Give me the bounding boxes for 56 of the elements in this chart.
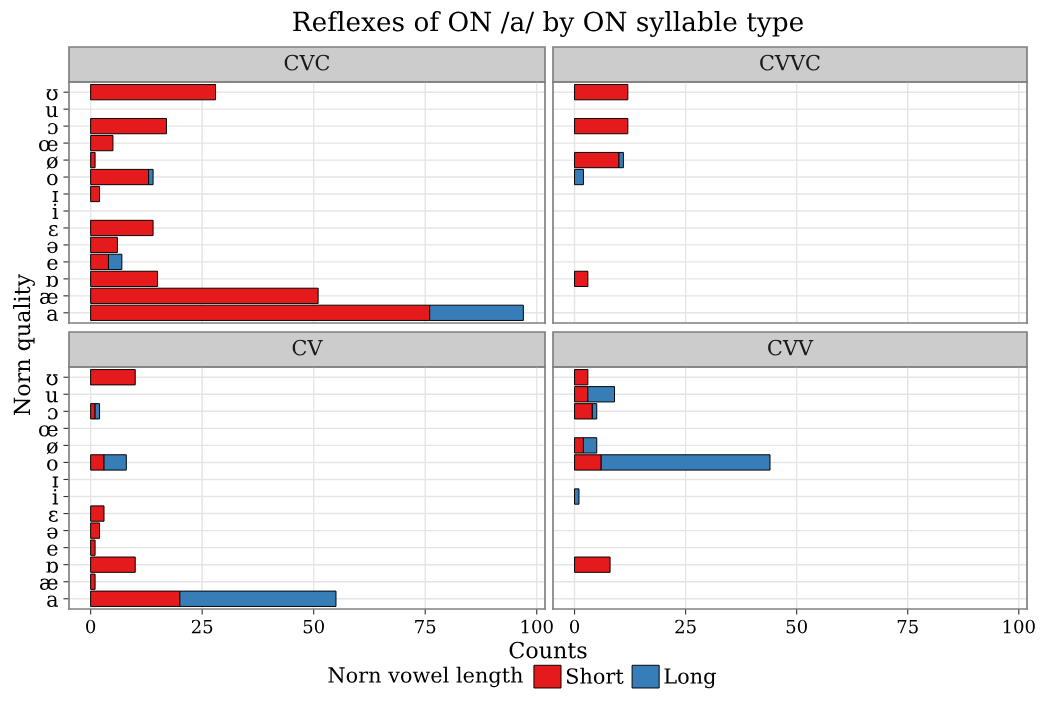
y-tick-label: ø — [46, 441, 58, 455]
legend-label: Long — [664, 668, 716, 689]
y-tick-label: e — [47, 258, 58, 271]
y-tick-label: a — [47, 309, 58, 322]
bar — [574, 84, 629, 101]
bar — [90, 369, 136, 386]
y-tick-label: o — [47, 173, 58, 186]
x-tick-label: 25 — [191, 619, 213, 634]
x-tick-label: 50 — [303, 619, 324, 634]
y-tick-label: ɛ — [48, 224, 58, 237]
chart-title: CV — [292, 339, 323, 356]
legend-label: Short — [566, 667, 624, 684]
chart-title: CVVC — [760, 54, 820, 71]
x-axis-title: Counts — [509, 641, 587, 659]
y-tick-label: ɔ — [47, 122, 58, 135]
bar — [90, 84, 217, 101]
y-tick-label: ɔ — [47, 408, 58, 420]
y-tick-label: ʊ — [46, 89, 58, 101]
text: Reflexes of ON /a/ by ON syllable type — [293, 11, 803, 37]
y-tick-label: œ — [39, 139, 58, 152]
bar — [574, 556, 611, 573]
x-tick-label: 75 — [897, 619, 918, 634]
y-tick-label: u — [45, 391, 58, 403]
y-tick-label: ɪ — [52, 476, 59, 488]
bar — [574, 270, 589, 287]
y-tick-label: ə — [47, 241, 58, 254]
y-tick-label: ə — [47, 527, 58, 539]
x-tick-label: 50 — [786, 619, 807, 634]
chart-title: CVV — [768, 339, 814, 356]
bar — [574, 118, 629, 135]
y-tick-label: ɒ — [46, 561, 58, 573]
x-tick-label: 100 — [1003, 619, 1035, 634]
x-tick-label: 25 — [675, 619, 696, 634]
y-tick-label: i — [52, 489, 59, 505]
y-tick-label: æ — [40, 292, 58, 305]
y-tick-label: ø — [46, 156, 58, 169]
y-tick-label: o — [47, 459, 58, 471]
y-tick-label: ʊ — [46, 374, 58, 386]
y-tick-label: e — [47, 544, 58, 556]
y-tick-label: i — [52, 203, 59, 219]
x-tick-label: 75 — [415, 619, 436, 634]
bar — [574, 488, 580, 505]
y-tick-label: œ — [39, 425, 58, 437]
chart-title: CVC — [284, 54, 330, 71]
y-tick-label: ɒ — [46, 275, 58, 288]
y-tick-label: ɛ — [48, 510, 58, 522]
y-tick-label: ɪ — [52, 191, 59, 202]
bar — [94, 403, 101, 420]
x-tick-label: 0 — [86, 619, 96, 634]
y-axis-title: Norn quality — [13, 273, 35, 416]
y-tick-label: a — [47, 595, 58, 607]
y-tick-label: æ — [40, 578, 58, 590]
x-tick-label: 100 — [521, 619, 553, 634]
legend-title: Norn vowel length — [328, 666, 523, 688]
x-tick-label: 0 — [569, 619, 580, 634]
y-tick-label: u — [45, 106, 58, 118]
